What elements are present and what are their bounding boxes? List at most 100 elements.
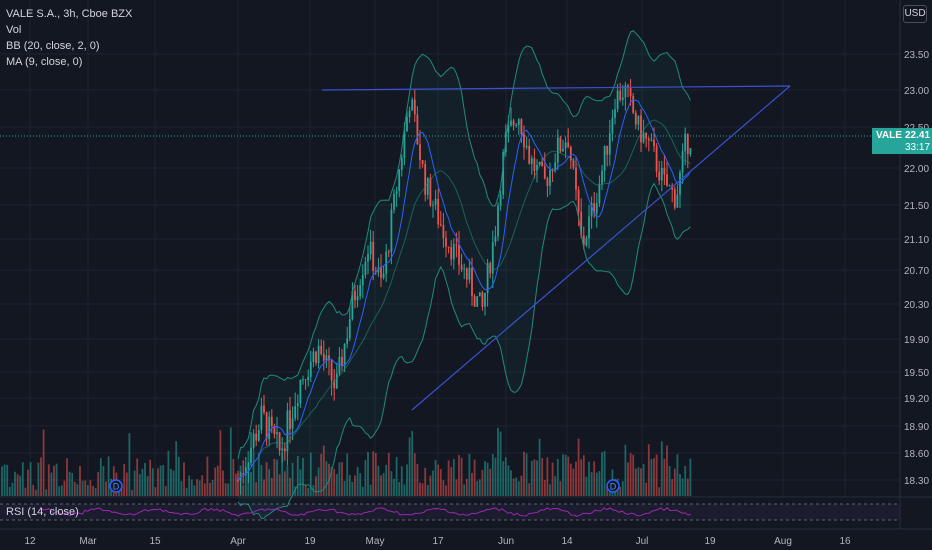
volume-bar xyxy=(307,487,310,496)
candle-body xyxy=(554,162,557,172)
candle-body xyxy=(606,145,609,155)
volume-bar xyxy=(580,459,583,496)
volume-bar xyxy=(105,481,107,496)
volume-bar xyxy=(551,462,554,496)
candle-body xyxy=(291,418,294,429)
volume-bar xyxy=(650,459,653,496)
volume-bar xyxy=(637,467,640,496)
volume-bar xyxy=(216,465,219,496)
volume-bar xyxy=(198,480,201,496)
volume-bar xyxy=(377,465,380,496)
volume-bar xyxy=(281,452,284,496)
volume-bar xyxy=(471,472,473,496)
volume-bar xyxy=(325,461,328,496)
volume-bar xyxy=(660,441,663,496)
candle-body xyxy=(348,319,351,339)
candle-body xyxy=(614,109,616,118)
volume-bar xyxy=(533,459,536,496)
volume-bar xyxy=(94,487,97,496)
candle-body xyxy=(616,90,619,110)
volume-bar xyxy=(465,478,468,496)
candle-body xyxy=(515,124,518,126)
candle-body xyxy=(590,203,593,217)
candle-body xyxy=(328,355,330,361)
candle-body xyxy=(351,290,354,320)
volume-bar xyxy=(120,485,123,496)
candle-body xyxy=(338,356,341,374)
volume-bar xyxy=(206,456,209,496)
candle-body xyxy=(546,178,549,186)
chart-legend: VALE S.A., 3h, Cboe BZX Vol BB (20, clos… xyxy=(6,6,132,70)
candle-body xyxy=(627,85,629,88)
candle-body xyxy=(601,170,603,184)
volume-bar xyxy=(367,451,369,496)
volume-bar xyxy=(689,458,692,496)
candle-body xyxy=(525,145,528,148)
volume-bar xyxy=(58,486,61,496)
candle-body xyxy=(382,273,385,278)
volume-bar xyxy=(398,482,401,496)
volume-bar xyxy=(11,482,14,496)
candle-body xyxy=(460,264,463,270)
volume-bar xyxy=(341,462,343,496)
trendlines xyxy=(321,85,791,411)
volume-bar xyxy=(53,465,55,496)
volume-bar xyxy=(484,461,486,496)
volume-bar xyxy=(497,427,499,496)
candle-body xyxy=(312,351,315,362)
volume-bar xyxy=(229,427,232,496)
volume-bar xyxy=(538,438,541,496)
candle-body xyxy=(304,379,307,381)
candle-body xyxy=(343,343,346,367)
candle-body xyxy=(580,211,583,236)
volume-bar xyxy=(157,468,159,496)
ma-indicator-label[interactable]: MA (9, close, 0) xyxy=(6,56,83,68)
volume-bar xyxy=(203,483,206,496)
volume-bar xyxy=(232,458,235,496)
candle-body xyxy=(468,267,471,280)
candle-body xyxy=(421,160,424,165)
currency-button[interactable]: USD xyxy=(903,5,927,23)
volume-bar xyxy=(84,480,87,496)
candle-body xyxy=(299,380,302,404)
volume-indicator-label[interactable]: Vol xyxy=(6,24,22,36)
candle-body xyxy=(660,167,663,181)
support-line xyxy=(411,85,791,411)
volume-bar xyxy=(190,479,193,496)
volume-bar xyxy=(99,458,102,496)
price-tick-label: 21.10 xyxy=(904,235,929,246)
bollinger-indicator-label[interactable]: BB (20, close, 2, 0) xyxy=(6,40,100,52)
price-tag-symbol: VALE xyxy=(876,130,902,141)
volume-bar xyxy=(351,481,354,496)
candle-body xyxy=(562,148,564,152)
candle-body xyxy=(520,119,523,135)
candle-body xyxy=(523,134,525,148)
volume-bar xyxy=(512,478,515,496)
candle-body xyxy=(406,116,408,132)
symbol-title[interactable]: VALE S.A., 3h, Cboe BZX xyxy=(6,8,133,20)
resistance-line xyxy=(321,85,791,91)
volume-bar xyxy=(330,466,333,496)
candle-body xyxy=(486,263,489,294)
candle-body xyxy=(367,254,369,262)
rsi-indicator-label[interactable]: RSI (14, close) xyxy=(6,506,79,518)
volume-bar xyxy=(1,466,3,496)
volume-bar xyxy=(172,470,175,496)
volume-bar xyxy=(406,464,408,496)
volume-bar xyxy=(523,451,525,496)
candle-body xyxy=(653,139,655,147)
indicator-lines xyxy=(237,30,691,519)
candle-body xyxy=(307,376,310,381)
volume-bar xyxy=(276,459,278,496)
candle-body xyxy=(577,189,580,212)
volume-bar xyxy=(60,485,63,496)
candle-body xyxy=(632,95,635,113)
candle-body xyxy=(333,380,336,389)
chart-grid xyxy=(0,0,932,530)
volume-bar xyxy=(569,463,572,496)
volume-bar xyxy=(102,466,105,496)
volume-bar xyxy=(429,475,432,496)
price-tag-price: 22.41 xyxy=(905,130,931,141)
